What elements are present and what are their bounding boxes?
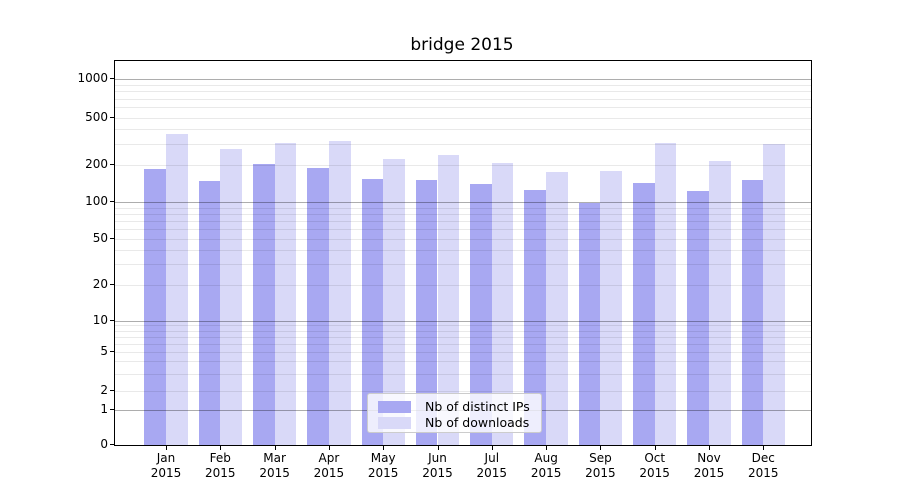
- gridline-700: [115, 98, 811, 100]
- bar-downloads-oct: [654, 143, 677, 445]
- gridline-400: [115, 129, 811, 131]
- gridline-600: [115, 107, 811, 109]
- x-tick-mark: [220, 446, 222, 450]
- x-tick-mark: [654, 446, 656, 450]
- legend-label: Nb of downloads: [425, 415, 530, 430]
- y-tick-mark: [110, 116, 114, 118]
- y-tick-label: 5: [100, 343, 108, 358]
- bar-downloads-apr: [328, 141, 351, 445]
- y-tick-mark: [110, 409, 114, 410]
- y-tick-mark: [110, 319, 114, 321]
- y-tick-label: 20: [92, 277, 108, 291]
- bar-downloads-jun: [437, 154, 460, 445]
- x-tick-label: Jun 2015: [422, 451, 453, 480]
- bar-distinct-ips-feb: [198, 181, 221, 445]
- legend-item-downloads: Nb of downloads: [378, 415, 541, 430]
- bar-distinct-ips-dec: [741, 179, 764, 445]
- legend-item-distinct-ips: Nb of distinct IPs: [378, 399, 541, 414]
- bar-distinct-ips-nov: [687, 190, 709, 445]
- x-tick-label: Jul 2015: [476, 451, 508, 480]
- x-tick-mark: [709, 446, 710, 450]
- gridline-500: [115, 117, 811, 119]
- x-tick-mark: [763, 446, 765, 450]
- bar-distinct-ips-jan: [144, 169, 166, 445]
- y-tick-label: 0: [100, 437, 108, 451]
- y-tick-label: 10: [92, 312, 108, 327]
- legend: Nb of distinct IPs Nb of downloads: [367, 393, 542, 433]
- bar-downloads-nov: [709, 161, 731, 445]
- gridline-900: [115, 84, 811, 86]
- x-tick-mark: [546, 446, 548, 450]
- bar-downloads-sep: [600, 171, 623, 445]
- bar-downloads-dec: [763, 144, 785, 445]
- chart-title: bridge 2015: [410, 35, 514, 55]
- bar-downloads-jan: [166, 133, 188, 445]
- x-tick-label: Jan 2015: [150, 451, 182, 480]
- x-tick-label: Dec 2015: [748, 451, 779, 480]
- x-tick-label: Oct 2015: [639, 451, 670, 480]
- x-tick-label: Sep 2015: [585, 451, 616, 480]
- x-tick-label: Mar 2015: [259, 451, 290, 480]
- gridline-1000: [115, 79, 811, 80]
- y-tick-mark: [110, 390, 114, 391]
- bar-downloads-may: [383, 159, 405, 445]
- x-tick-label: May 2015: [367, 451, 399, 480]
- bar-distinct-ips-may: [361, 178, 384, 445]
- y-tick-mark: [110, 78, 114, 79]
- bar-downloads-aug: [546, 171, 568, 445]
- y-tick-mark: [110, 350, 114, 352]
- bar-distinct-ips-aug: [524, 190, 547, 445]
- x-tick-mark: [600, 446, 602, 450]
- y-tick-label: 500: [85, 109, 108, 124]
- x-tick-mark: [383, 446, 385, 450]
- y-tick-label: 1000: [77, 71, 108, 85]
- y-tick-label: 1: [100, 402, 108, 416]
- y-tick-mark: [110, 284, 114, 285]
- y-tick-label: 200: [85, 157, 108, 171]
- bar-distinct-ips-jul: [470, 184, 492, 445]
- gridline-800: [115, 91, 811, 93]
- legend-swatch-icon: [378, 400, 411, 413]
- y-tick-mark: [110, 201, 114, 202]
- y-tick-mark: [110, 164, 114, 165]
- bar-distinct-ips-apr: [307, 167, 329, 445]
- legend-label: Nb of distinct IPs: [425, 399, 530, 414]
- bar-distinct-ips-oct: [633, 182, 655, 445]
- x-tick-mark: [274, 446, 276, 450]
- x-tick-mark: [166, 446, 167, 450]
- x-tick-mark: [491, 446, 493, 450]
- bar-downloads-mar: [274, 143, 297, 445]
- legend-swatch-icon: [378, 416, 411, 429]
- x-tick-mark: [437, 446, 439, 450]
- bar-distinct-ips-jun: [415, 180, 438, 445]
- x-tick-label: Feb 2015: [205, 451, 236, 480]
- bar-downloads-feb: [220, 149, 242, 445]
- y-tick-label: 100: [85, 194, 108, 208]
- y-tick-mark: [110, 237, 114, 239]
- plot-area: [114, 60, 812, 446]
- y-tick-label: 2: [100, 383, 108, 397]
- x-tick-label: Apr 2015: [313, 451, 345, 480]
- y-tick-mark: [110, 444, 114, 445]
- y-tick-label: 50: [92, 230, 108, 245]
- x-tick-label: Aug 2015: [530, 451, 562, 480]
- gridline-300: [115, 144, 811, 145]
- x-tick-label: Nov 2015: [693, 451, 725, 480]
- x-tick-mark: [328, 446, 330, 450]
- bar-distinct-ips-mar: [252, 164, 275, 445]
- bar-downloads-jul: [491, 163, 514, 445]
- bar-distinct-ips-sep: [578, 203, 601, 445]
